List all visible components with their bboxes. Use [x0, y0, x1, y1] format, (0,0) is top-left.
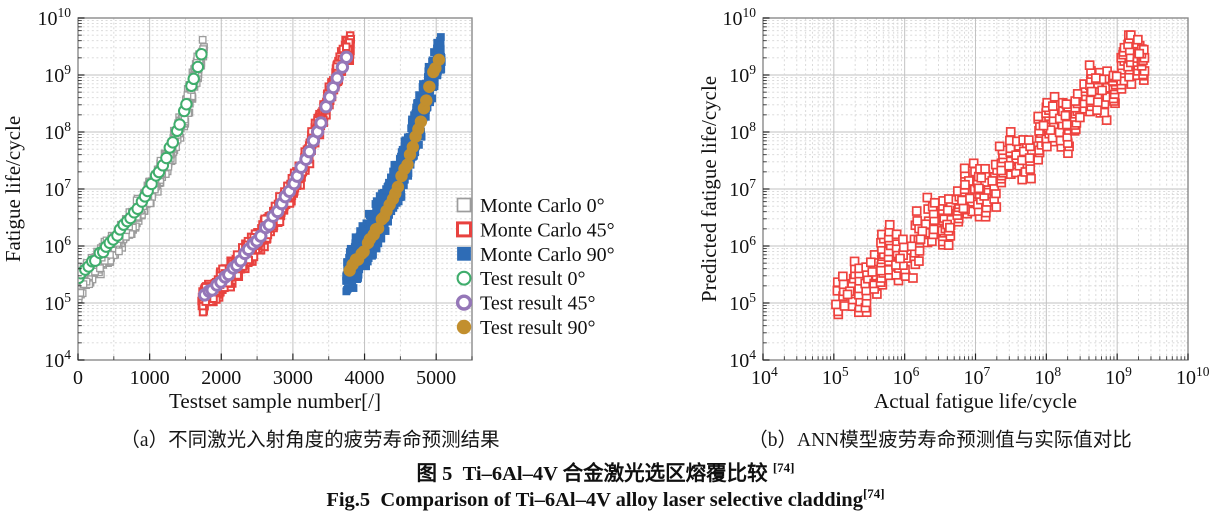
- svg-text:107: 107: [729, 176, 756, 201]
- svg-text:106: 106: [44, 233, 71, 258]
- chart-b-ann-predicted-vs-actual: 104 105 106 107 108 109 1010 104 105 106 107 108 109…: [700, 5, 1210, 413]
- svg-text:108: 108: [44, 119, 71, 144]
- figure-title-chinese: 图 5 Ti–6Al–4V 合金激光选区熔覆比较 [74]: [0, 456, 1211, 486]
- figure-title-english: Fig.5 Comparison of Ti–6Al–4V alloy lase…: [0, 486, 1211, 512]
- svg-text:106: 106: [729, 233, 756, 258]
- svg-text:Monte Carlo 45°: Monte Carlo 45°: [480, 219, 615, 241]
- svg-text:Monte Carlo 90°: Monte Carlo 90°: [480, 244, 615, 266]
- caption-a-text: （a）不同激光入射角度的疲劳寿命预测结果: [120, 430, 500, 451]
- svg-text:Test result 90°: Test result 90°: [480, 317, 595, 339]
- svg-text:107: 107: [44, 176, 71, 201]
- svg-text:104: 104: [751, 364, 778, 389]
- svg-text:1010: 1010: [38, 5, 72, 30]
- svg-text:0: 0: [73, 367, 83, 389]
- caption-a: （a）不同激光入射角度的疲劳寿命预测结果: [0, 423, 620, 452]
- svg-text:4000: 4000: [345, 367, 385, 389]
- svg-text:1000: 1000: [130, 367, 170, 389]
- svg-text:Monte Carlo 0°: Monte Carlo 0°: [480, 195, 605, 217]
- figure-title-cn-text: 图 5 Ti–6Al–4V 合金激光选区熔覆比较: [416, 463, 773, 485]
- caption-b-text: （b）ANN模型疲劳寿命预测值与实际值对比: [748, 430, 1132, 451]
- svg-text:106: 106: [893, 364, 920, 389]
- svg-text:104: 104: [729, 347, 756, 372]
- svg-text:Fatigue life/cycle: Fatigue life/cycle: [1, 116, 25, 262]
- svg-text:2000: 2000: [201, 367, 241, 389]
- svg-text:109: 109: [44, 62, 71, 87]
- caption-b: （b）ANN模型疲劳寿命预测值与实际值对比: [680, 423, 1200, 452]
- svg-text:3000: 3000: [273, 367, 313, 389]
- svg-text:105: 105: [822, 364, 849, 389]
- svg-text:104: 104: [44, 347, 71, 372]
- svg-text:1010: 1010: [1176, 364, 1210, 389]
- svg-text:108: 108: [729, 119, 756, 144]
- svg-text:Test result 45°: Test result 45°: [480, 293, 595, 315]
- chart-a-fatigue-life-prediction: 104 105 106 107 108 109 1010 0 1000 2000 3000 4000 5…: [1, 5, 615, 413]
- svg-text:Actual fatigue life/cycle: Actual fatigue life/cycle: [874, 389, 1077, 413]
- svg-text:109: 109: [729, 62, 756, 87]
- svg-text:Testset sample number[/]: Testset sample number[/]: [169, 389, 381, 413]
- citation-ref-cn: [74]: [772, 460, 795, 476]
- svg-text:107: 107: [964, 364, 991, 389]
- svg-text:105: 105: [44, 290, 71, 315]
- svg-text:108: 108: [1034, 364, 1061, 389]
- svg-text:109: 109: [1105, 364, 1132, 389]
- svg-text:Test result 0°: Test result 0°: [480, 268, 585, 290]
- svg-text:1010: 1010: [723, 5, 757, 30]
- svg-text:5000: 5000: [416, 367, 456, 389]
- figure-title-en-text: Fig.5 Comparison of Ti–6Al–4V alloy lase…: [326, 488, 863, 511]
- svg-text:105: 105: [729, 290, 756, 315]
- svg-text:Predicted fatigue life/cycle: Predicted fatigue life/cycle: [700, 76, 721, 302]
- citation-ref-en: [74]: [862, 486, 885, 501]
